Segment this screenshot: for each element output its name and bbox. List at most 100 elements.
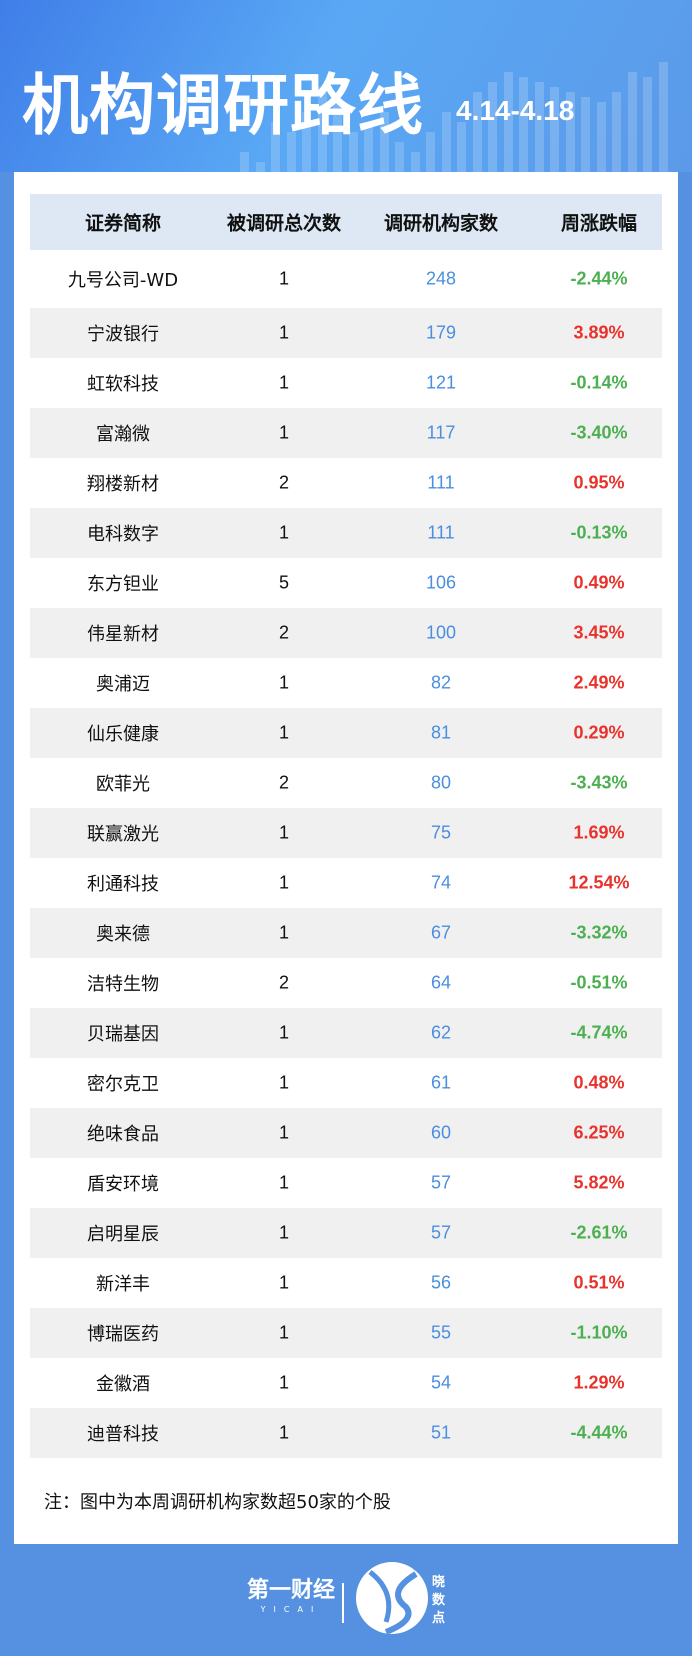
table-row: 绝味食品 1 60 6.25%	[30, 1108, 662, 1158]
table-row: 富瀚微 1 117 -3.40%	[30, 408, 662, 458]
cell-name: 利通科技	[87, 874, 159, 895]
cell-institutions: 117	[426, 422, 456, 443]
cell-name: 富瀚微	[96, 424, 150, 445]
cell-change: 1.69%	[573, 822, 625, 843]
table-row: 虹软科技 1 121 -0.14%	[30, 358, 662, 408]
brand-sub: YICAI	[260, 1605, 322, 1614]
table-row: 贝瑞基因 1 62 -4.74%	[30, 1008, 662, 1058]
decorative-bar	[534, 82, 544, 172]
xiaoshudian-logo-icon	[356, 1562, 428, 1634]
date-range: 4.14-4.18	[456, 95, 575, 126]
cell-change: 3.89%	[573, 322, 625, 343]
cell-name: 迪普科技	[87, 1424, 159, 1445]
page-title: 机构调研路线	[22, 67, 424, 144]
decorative-bar	[503, 72, 513, 172]
cell-name: 洁特生物	[87, 974, 159, 995]
cell-institutions: 111	[427, 472, 455, 493]
table-row: 九号公司-WD 1 248 -2.44%	[30, 250, 662, 308]
table-row: 翔楼新材 2 111 0.95%	[30, 458, 662, 508]
cell-count: 1	[278, 1122, 290, 1143]
decorative-bar	[441, 112, 451, 172]
cell-name: 贝瑞基因	[87, 1024, 159, 1045]
header-banner: 机构调研路线 4.14-4.18	[0, 0, 692, 172]
cell-count: 1	[278, 1022, 290, 1043]
cell-institutions: 75	[430, 822, 452, 843]
table-row: 仙乐健康 1 81 0.29%	[30, 708, 662, 758]
cell-institutions: 100	[425, 622, 457, 643]
cell-count: 1	[278, 1322, 290, 1343]
cell-name: 仙乐健康	[87, 724, 159, 745]
cell-change: 0.95%	[573, 472, 625, 493]
table-row: 奥浦迈 1 82 2.49%	[30, 658, 662, 708]
cell-name: 联赢激光	[87, 824, 159, 845]
decorative-bar	[302, 112, 311, 172]
decorative-bar	[333, 102, 342, 172]
cell-count: 1	[278, 322, 290, 343]
decorative-bar	[581, 97, 590, 172]
table-row: 新洋丰 1 56 0.51%	[30, 1258, 662, 1308]
cell-institutions: 82	[430, 672, 452, 693]
cell-name: 奥浦迈	[96, 674, 150, 695]
cell-institutions: 121	[425, 372, 457, 393]
cell-name: 翔楼新材	[87, 474, 159, 495]
decorative-bar	[240, 152, 249, 172]
decorative-bar	[472, 92, 482, 172]
cell-count: 1	[278, 522, 290, 543]
table-row: 联赢激光 1 75 1.69%	[30, 808, 662, 858]
cell-count: 1	[278, 1072, 290, 1093]
cell-change: -0.13%	[570, 522, 628, 543]
column-header-name: 证券简称	[84, 212, 162, 235]
cell-count: 2	[278, 622, 290, 643]
cell-institutions: 74	[430, 872, 452, 893]
cell-change: 0.49%	[573, 572, 625, 593]
cell-change: 6.25%	[573, 1122, 625, 1143]
table-row: 博瑞医药 1 55 -1.10%	[30, 1308, 662, 1358]
footnote: 注：图中为本周调研机构家数超50家的个股	[44, 1492, 391, 1513]
cell-count: 1	[278, 672, 290, 693]
table-card: 证券简称 被调研总次数 调研机构家数 周涨跌幅 九号公司-WD 1 248 -2.44…	[14, 172, 678, 1544]
decorative-bar	[565, 92, 575, 172]
cell-count: 1	[278, 922, 290, 943]
table-row: 盾安环境 1 57 5.82%	[30, 1158, 662, 1208]
cell-institutions: 57	[430, 1222, 452, 1243]
cell-change: -3.43%	[570, 772, 628, 793]
decorative-bar	[612, 92, 621, 172]
column-header-institutions: 调研机构家数	[383, 212, 499, 235]
cell-institutions: 106	[425, 572, 457, 593]
cell-name: 虹软科技	[87, 374, 159, 395]
logo-divider	[342, 1583, 344, 1623]
cell-name: 电科数字	[87, 524, 159, 545]
brand-name: 第一财经	[246, 1578, 335, 1603]
table-row: 洁特生物 2 64 -0.51%	[30, 958, 662, 1008]
decorative-bar	[643, 77, 652, 172]
cell-institutions: 81	[430, 722, 452, 743]
cell-count: 1	[278, 1422, 290, 1443]
cell-count: 1	[278, 872, 290, 893]
decorative-bar	[317, 87, 327, 172]
table-body: 九号公司-WD 1 248 -2.44% 宁波银行 1 179 3.89% 虹软科技 1 121 -0…	[30, 250, 662, 1458]
decorative-bar	[519, 77, 528, 172]
cell-institutions: 64	[430, 972, 452, 993]
table-row: 欧菲光 2 80 -3.43%	[30, 758, 662, 808]
cell-institutions: 56	[430, 1272, 452, 1293]
cell-change: 0.51%	[573, 1272, 625, 1293]
cell-name: 宁波银行	[87, 324, 159, 345]
cell-name: 启明星辰	[87, 1224, 159, 1245]
cell-change: -0.14%	[570, 372, 628, 393]
decorative-bar	[410, 152, 420, 172]
cell-change: 0.48%	[573, 1072, 625, 1093]
cell-count: 1	[278, 1372, 290, 1393]
table-row: 东方钽业 5 106 0.49%	[30, 558, 662, 608]
decorative-bar	[596, 102, 606, 172]
table-row: 密尔克卫 1 61 0.48%	[30, 1058, 662, 1108]
cell-count: 1	[278, 1272, 290, 1293]
cell-count: 1	[278, 372, 290, 393]
cell-count: 1	[278, 1222, 290, 1243]
cell-change: -2.61%	[570, 1222, 628, 1243]
cell-count: 1	[278, 722, 290, 743]
table-row: 电科数字 1 111 -0.13%	[30, 508, 662, 558]
table-row: 金徽酒 1 54 1.29%	[30, 1358, 662, 1408]
cell-institutions: 248	[425, 268, 457, 289]
decorative-bar	[271, 122, 280, 172]
cell-count: 1	[278, 268, 290, 289]
